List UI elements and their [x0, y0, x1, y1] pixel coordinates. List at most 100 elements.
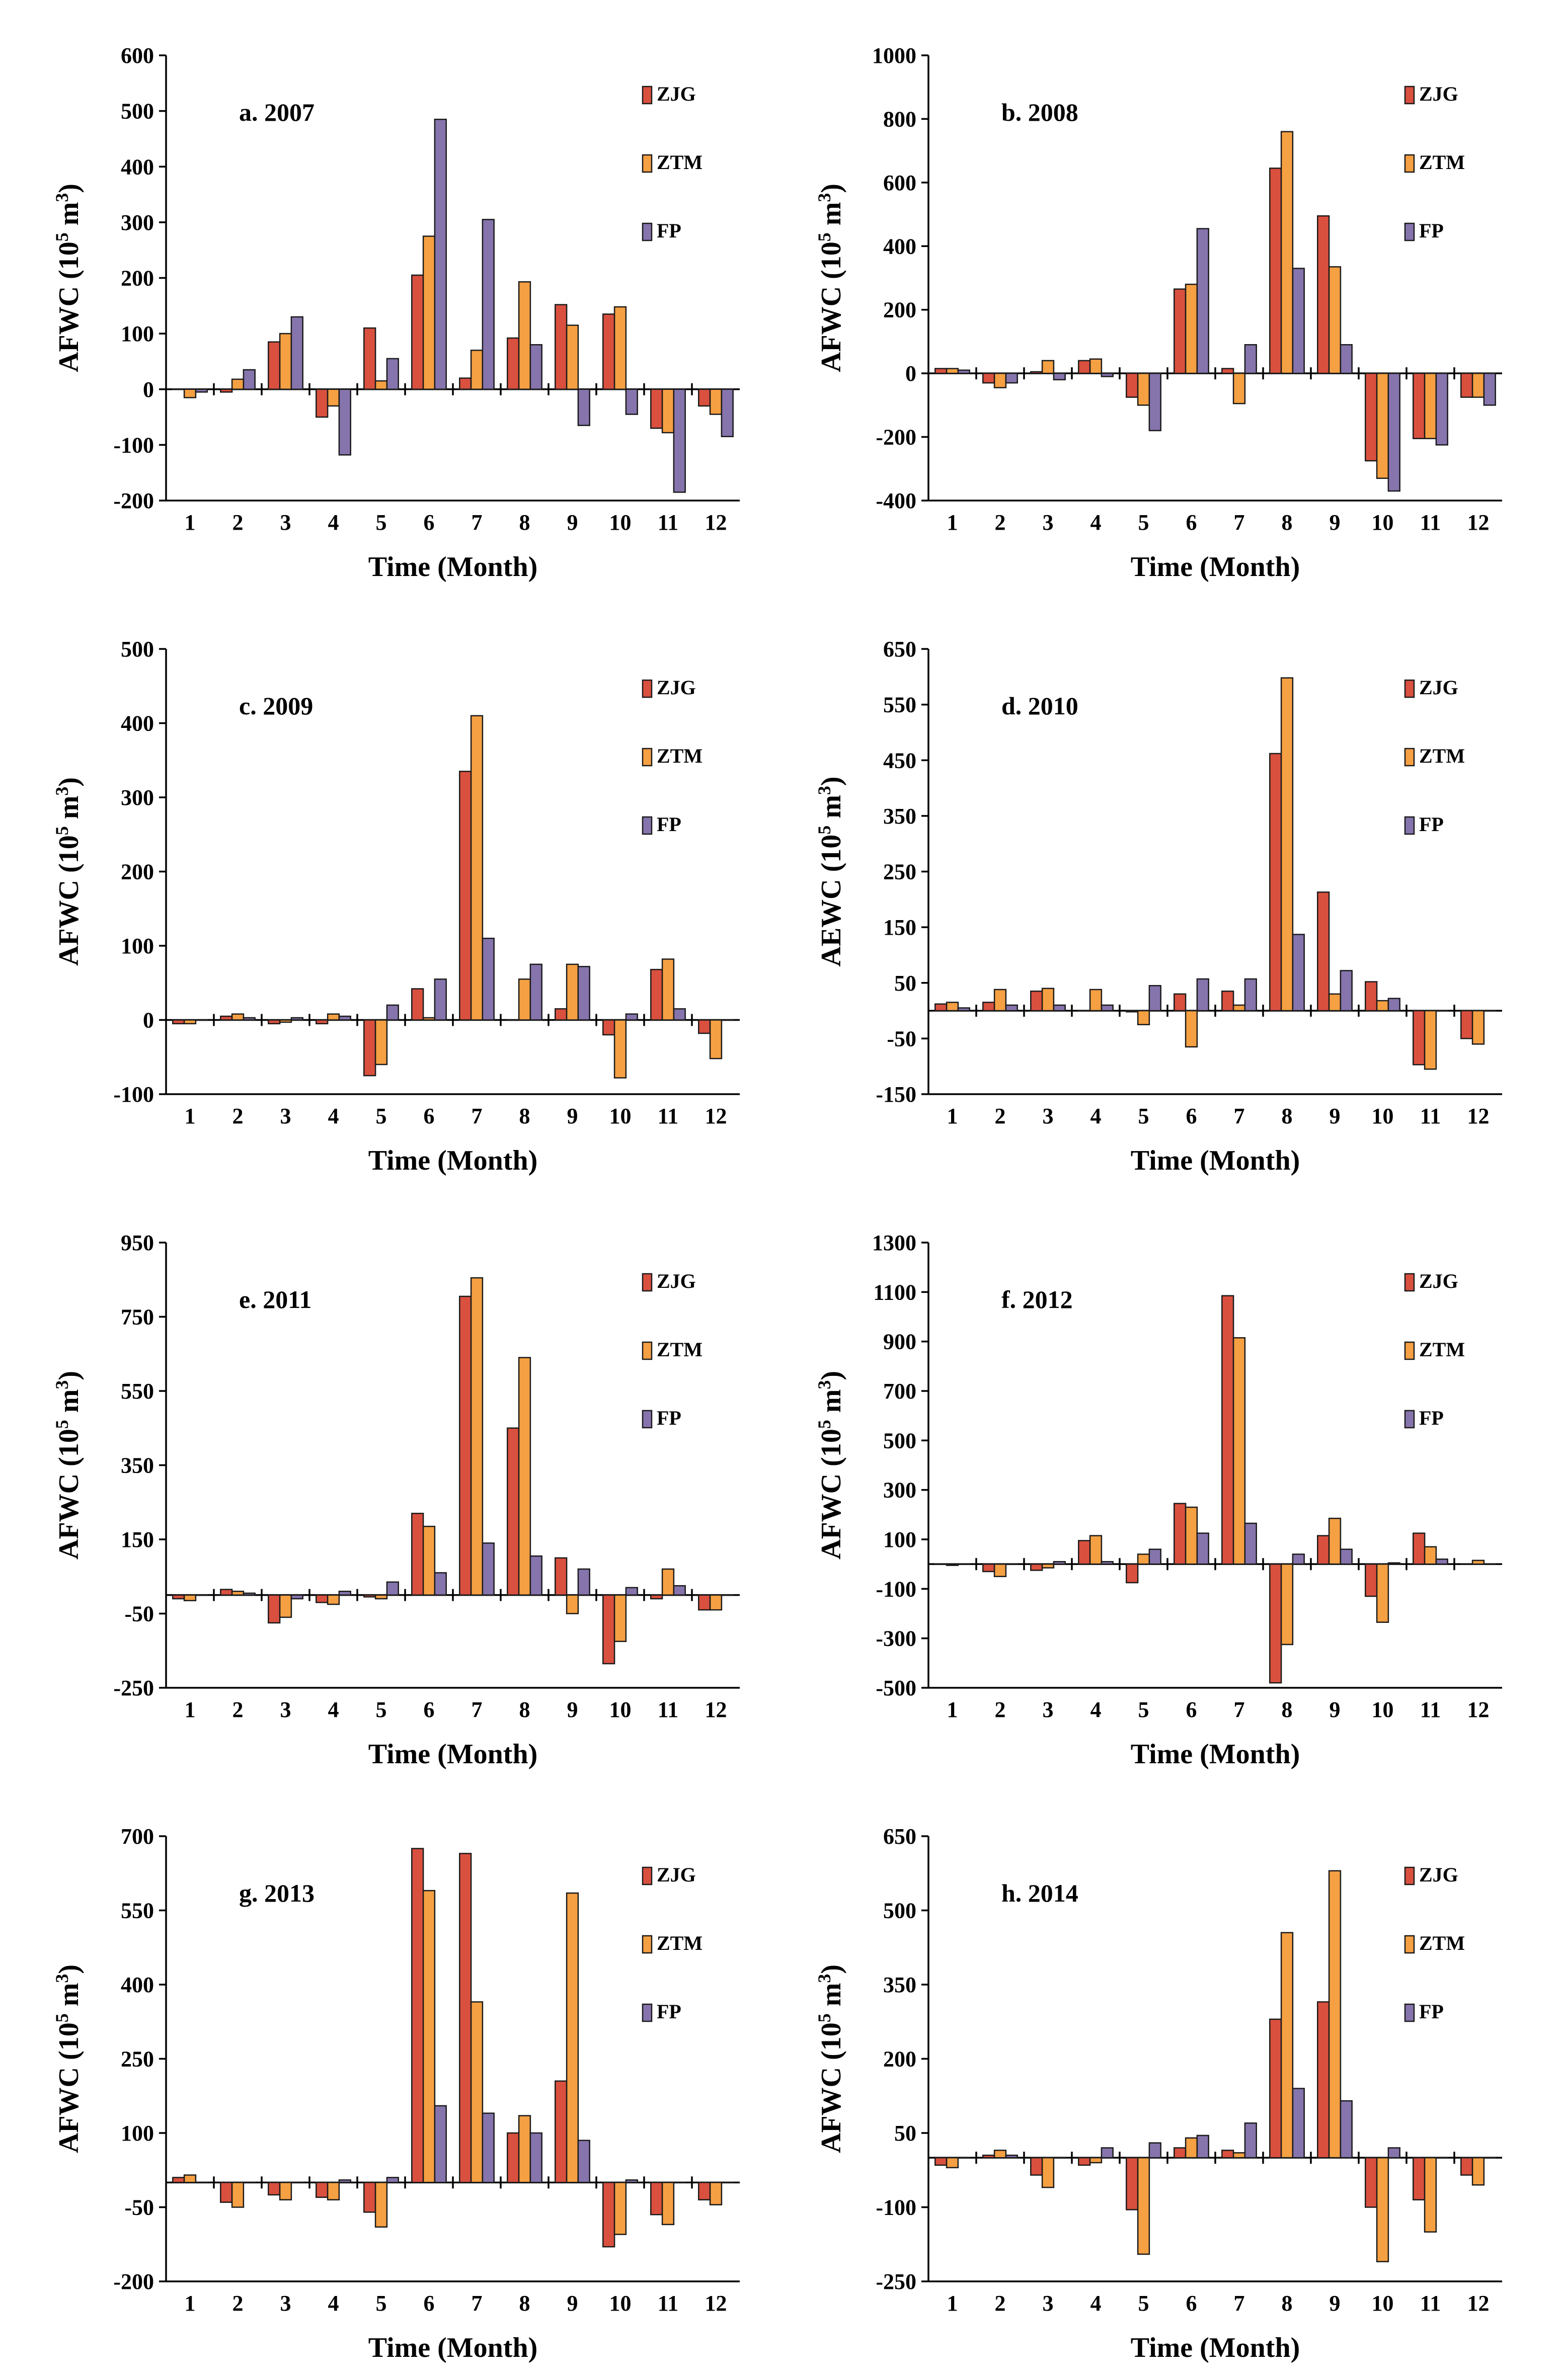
bar-ztm-month-8 — [1280, 1563, 1294, 1646]
y-axis-label-part: m — [816, 1389, 847, 1420]
x-axis-label: Time (Month) — [1131, 1739, 1300, 1770]
bar-fp-month-1 — [957, 1007, 970, 1012]
x-tick-label: 4 — [1090, 510, 1102, 535]
legend-label-ztm: ZTM — [657, 1932, 702, 1954]
bar-fp-month-3 — [290, 1017, 303, 1021]
bar-ztm-month-5 — [374, 2182, 388, 2228]
x-tick-label: 10 — [1372, 1697, 1394, 1722]
bar-zjg-month-1 — [172, 388, 185, 390]
bar-fp-month-6 — [434, 2105, 447, 2183]
bar-zjg-month-11 — [1413, 2157, 1426, 2200]
bar-ztm-month-7 — [470, 1277, 484, 1596]
bar-ztm-month-3 — [1041, 2157, 1055, 2188]
y-tick-label: -100 — [876, 1577, 916, 1601]
y-axis-label: AFWC (105 m3) — [814, 1371, 847, 1560]
x-tick-label: 6 — [424, 510, 435, 535]
bar-fp-month-4 — [338, 388, 351, 456]
x-tick-label: 3 — [280, 1697, 291, 1722]
x-tick-label: 3 — [1043, 510, 1054, 535]
bar-fp-month-8 — [1292, 934, 1305, 1012]
y-axis-label-part: AFWC (10 — [816, 241, 847, 372]
y-axis-label-part: 3 — [52, 193, 72, 202]
y-axis-label: AFWC (105 m3) — [52, 1964, 85, 2153]
bar-zjg-month-6 — [1174, 2147, 1187, 2159]
y-axis-label-part: ) — [53, 1371, 85, 1380]
x-tick-label: 10 — [609, 1697, 632, 1722]
bar-zjg-month-8 — [1269, 753, 1282, 1012]
bar-fp-month-7 — [482, 2112, 495, 2183]
bar-zjg-month-8 — [507, 337, 520, 390]
legend-label-fp: FP — [1419, 219, 1444, 242]
y-axis-label-part: AFWC (10 — [53, 835, 85, 966]
y-tick-label: 500 — [121, 637, 154, 662]
legend-label-fp: FP — [1419, 813, 1444, 836]
x-tick-label: 8 — [519, 1697, 530, 1722]
y-tick-label: 100 — [883, 1527, 916, 1552]
bar-fp-month-3 — [1053, 1004, 1066, 1012]
bar-zjg-month-10 — [1365, 372, 1378, 462]
bar-fp-month-2 — [1005, 1563, 1018, 1565]
bar-zjg-month-6 — [1174, 993, 1187, 1012]
bar-fp-month-2 — [243, 1017, 256, 1021]
y-tick-label: 550 — [883, 693, 916, 717]
x-tick-label: 10 — [1372, 2291, 1394, 2316]
legend-label-ztm: ZTM — [1419, 1932, 1465, 1954]
x-tick-label: 8 — [519, 510, 530, 535]
y-axis-label: AFWC (105 m3) — [52, 184, 85, 372]
x-tick-label: 9 — [567, 1104, 578, 1128]
y-axis-label-part: 3 — [52, 1380, 72, 1389]
y-axis-label-part: AFWC (10 — [53, 2022, 85, 2153]
bar-fp-month-2 — [1005, 1004, 1018, 1012]
y-tick-label: 1000 — [872, 43, 916, 68]
bar-zjg-month-11 — [1413, 372, 1426, 439]
bar-fp-month-10 — [625, 1013, 638, 1021]
bar-zjg-month-2 — [220, 388, 233, 393]
y-axis-label: AFWC (105 m3) — [814, 1964, 847, 2153]
bar-ztm-month-7 — [470, 715, 484, 1021]
bar-fp-month-8 — [529, 344, 542, 390]
y-axis-label-part: 5 — [52, 826, 72, 835]
bar-fp-month-11 — [1435, 1558, 1448, 1565]
bar-ztm-month-3 — [1041, 360, 1055, 374]
bar-fp-month-2 — [243, 2182, 256, 2184]
bar-zjg-month-8 — [1269, 2018, 1282, 2159]
x-tick-label: 3 — [280, 2291, 291, 2316]
x-tick-label: 6 — [424, 1697, 435, 1722]
bar-zjg-month-5 — [1126, 1010, 1139, 1013]
bar-zjg-month-10 — [602, 1594, 615, 1665]
x-tick-label: 7 — [1234, 1104, 1245, 1128]
bar-ztm-month-8 — [1280, 1932, 1294, 2159]
bar-fp-month-10 — [1387, 2147, 1400, 2159]
legend-swatch-zjg — [1404, 1866, 1415, 1885]
bar-zjg-month-8 — [507, 1427, 520, 1596]
x-tick-label: 2 — [995, 510, 1006, 535]
x-tick-label: 6 — [424, 1104, 435, 1128]
y-tick-label: 500 — [883, 1428, 916, 1453]
bar-ztm-month-4 — [1089, 989, 1103, 1012]
bar-ztm-month-5 — [1137, 372, 1150, 406]
x-tick-label: 5 — [376, 1697, 387, 1722]
y-tick-label: 250 — [121, 2047, 154, 2072]
bar-ztm-month-7 — [1232, 1337, 1246, 1565]
x-tick-label: 1 — [185, 1697, 196, 1722]
x-tick-label: 11 — [658, 2291, 679, 2316]
bar-fp-month-9 — [1340, 344, 1353, 374]
bar-fp-month-11 — [673, 1008, 686, 1021]
legend-label-zjg: ZJG — [657, 676, 696, 699]
bar-ztm-month-9 — [1328, 1870, 1342, 2159]
bar-zjg-month-5 — [363, 327, 376, 390]
bar-fp-month-11 — [673, 388, 686, 493]
y-axis-label-part: 3 — [52, 787, 72, 796]
bar-ztm-month-9 — [566, 1892, 579, 2183]
legend-label-fp: FP — [657, 2000, 681, 2023]
bar-ztm-month-5 — [374, 1594, 388, 1600]
x-tick-label: 5 — [376, 1104, 387, 1128]
bar-fp-month-1 — [957, 1563, 970, 1565]
x-tick-label: 7 — [472, 1697, 483, 1722]
y-tick-label: 350 — [883, 1973, 916, 1997]
y-tick-label: 800 — [883, 107, 916, 131]
x-tick-label: 4 — [1090, 1104, 1102, 1128]
legend-label-ztm: ZTM — [657, 745, 702, 767]
bar-ztm-month-5 — [374, 1019, 388, 1065]
bar-fp-month-10 — [1387, 1562, 1400, 1565]
